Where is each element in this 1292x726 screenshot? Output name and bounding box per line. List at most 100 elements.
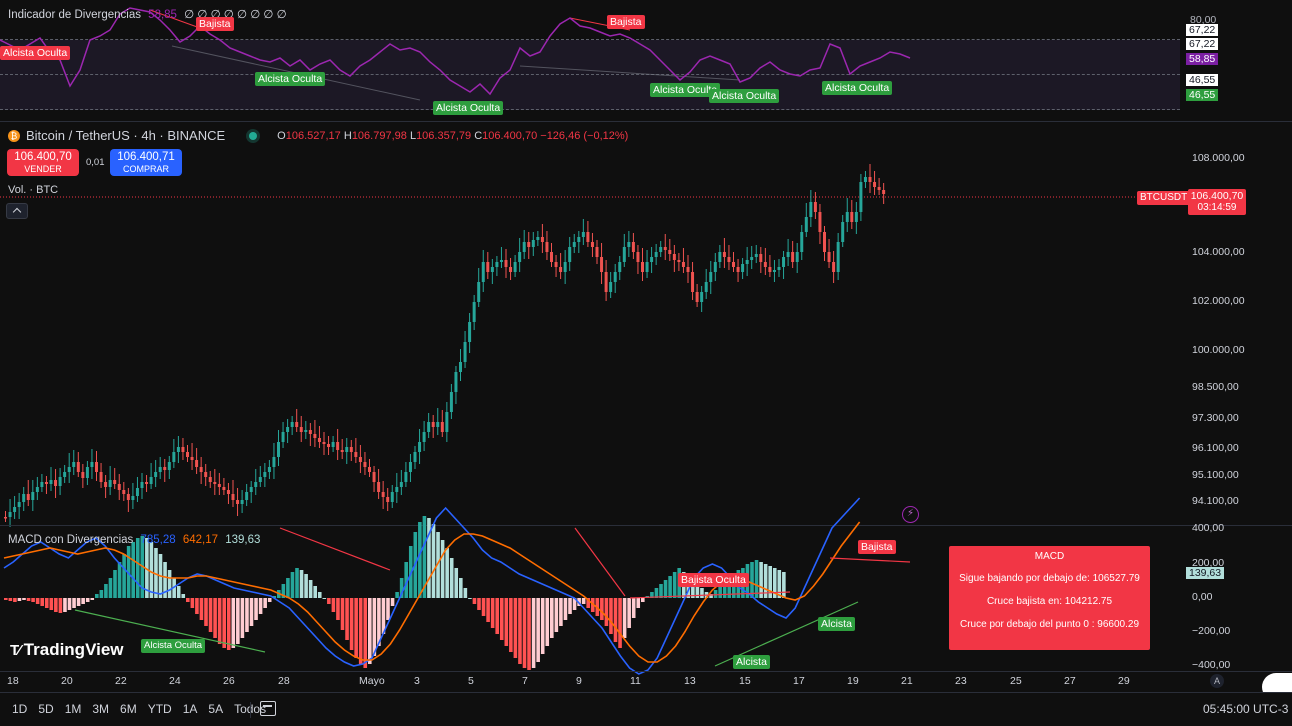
candle-body: [368, 467, 371, 472]
candle-body: [381, 492, 385, 497]
rsi-title-text: Indicador de Divergencias: [8, 9, 141, 21]
macd-histogram-bar: [17, 598, 22, 601]
candle-body: [327, 444, 331, 447]
macd-axis-label: 200,00: [1192, 557, 1225, 569]
candle-body: [386, 497, 390, 502]
price-pane[interactable]: ₿ Bitcoin / TetherUS · 4h · BINANCE O106…: [0, 122, 1292, 527]
tradingview-logo[interactable]: T⁄ TradingView: [10, 640, 124, 660]
timeframe-button[interactable]: 6M: [120, 702, 137, 716]
price-axis-label: 100.000,00: [1192, 344, 1245, 356]
macd-histogram-bar: [217, 598, 222, 644]
macd-pane[interactable]: MACD con Divergencias 785,28 642,17 139,…: [0, 497, 1292, 701]
candle-body: [718, 252, 722, 262]
price-axis-label: 98.500,00: [1192, 381, 1239, 393]
candle-body: [618, 262, 622, 272]
macd-histogram-bar: [695, 584, 700, 598]
candle-body: [354, 452, 358, 457]
timeframe-button[interactable]: 5D: [38, 702, 54, 716]
pane-divider[interactable]: [0, 525, 1292, 526]
candle-body: [672, 254, 676, 260]
macd-histogram-bar: [286, 578, 290, 598]
macd-histogram-bar: [31, 598, 35, 602]
date-range-icon[interactable]: [260, 701, 276, 716]
candle-body: [336, 442, 340, 450]
candle-body: [563, 262, 567, 272]
candle-body: [195, 460, 199, 467]
brand-name: TradingView: [23, 640, 124, 659]
clock[interactable]: 05:45:00 UTC-3: [1203, 702, 1289, 716]
macd-histogram-bar: [672, 572, 677, 598]
candle-body: [600, 257, 604, 272]
timeframe-button[interactable]: 3M: [92, 702, 110, 716]
macd-histogram-bar: [249, 598, 254, 626]
sell-button[interactable]: 106.400,70 VENDER: [7, 149, 79, 176]
timeframe-button[interactable]: 1M: [64, 702, 82, 716]
macd-histogram-bar: [181, 594, 186, 598]
candle-body: [836, 242, 840, 272]
candle-body: [277, 442, 280, 457]
macd-histogram-bar: [90, 598, 95, 600]
buy-button[interactable]: 106.400,71 COMPRAR: [110, 149, 182, 176]
timeframe-button[interactable]: 5A: [208, 702, 224, 716]
macd-histogram-bar: [240, 598, 245, 638]
candle-body: [49, 480, 53, 484]
candle-body: [281, 432, 285, 442]
candle-body: [663, 247, 667, 250]
time-axis-label: 3: [414, 675, 420, 687]
info-box-line: Cruce por debajo del punto 0 : 96600.29: [959, 619, 1140, 630]
macd-histogram-bar: [659, 584, 663, 598]
macd-histogram-bar: [304, 574, 308, 598]
time-axis-label: Mayo: [359, 675, 385, 687]
candle-body: [72, 462, 76, 467]
symbol-title[interactable]: Bitcoin / TetherUS · 4h · BINANCE: [26, 128, 226, 143]
candle-body: [399, 482, 403, 487]
macd-histogram-bar: [317, 592, 322, 598]
candle-body: [709, 272, 713, 282]
range-divider: [250, 702, 251, 718]
info-box-line: Sigue bajando por debajo de: 106527.79: [959, 573, 1140, 584]
candle-body: [176, 447, 180, 452]
collapse-indicators-button[interactable]: [6, 203, 28, 219]
macd-histogram-bar: [718, 586, 722, 598]
macd-histogram-bar: [44, 598, 49, 608]
candle-body: [204, 472, 208, 477]
macd-histogram-bar: [99, 590, 104, 598]
pane-divider[interactable]: [0, 121, 1292, 122]
candle-body: [108, 480, 112, 487]
candle-body: [823, 232, 826, 252]
rsi-axis-label: 67,22: [1186, 24, 1219, 36]
macd-histogram-bar: [422, 516, 427, 598]
candle-body: [272, 457, 276, 467]
candle-body: [681, 262, 685, 267]
timeframe-button[interactable]: 1A: [182, 702, 198, 716]
candle-body: [222, 487, 226, 490]
time-axis-label: 28: [278, 675, 290, 687]
macd-histogram-bar: [340, 598, 345, 630]
candle-body: [463, 342, 467, 362]
macd-histogram-bar: [131, 542, 135, 598]
time-axis-label: 20: [61, 675, 73, 687]
rsi-pane[interactable]: Indicador de Divergencias 58,85 ∅ ∅ ∅ ∅ …: [0, 0, 1292, 120]
candle-body: [668, 250, 672, 254]
candle-body: [322, 442, 326, 444]
macd-histogram-bar: [258, 598, 263, 614]
macd-histogram-bar: [490, 598, 495, 628]
time-axis[interactable]: 18 20 22 24 26 28 Mayo 3 5 7 9 11 13 15 17 19 21 23 25 27 29: [0, 671, 1292, 691]
macd-histogram-bar: [522, 598, 527, 668]
lightning-icon[interactable]: ⚡: [902, 506, 919, 523]
macd-histogram-bar: [727, 578, 732, 598]
time-axis-label: 5: [468, 675, 474, 687]
macd-histogram-bar: [263, 598, 267, 608]
time-axis-label: 11: [630, 675, 641, 687]
info-box-line: Cruce bajista en: 104212.75: [986, 596, 1113, 607]
timeframe-button[interactable]: 1D: [12, 702, 28, 716]
candle-body: [459, 362, 462, 372]
macd-histogram-bar: [63, 598, 67, 612]
candle-body: [149, 477, 153, 484]
macd-histogram-bar: [172, 578, 176, 598]
timeframe-button[interactable]: YTD: [147, 702, 172, 716]
sell-price: 106.400,70: [14, 151, 72, 163]
macd-histogram-bar: [700, 588, 704, 598]
auto-scale-button[interactable]: A: [1210, 674, 1224, 688]
candle-body: [732, 262, 735, 267]
